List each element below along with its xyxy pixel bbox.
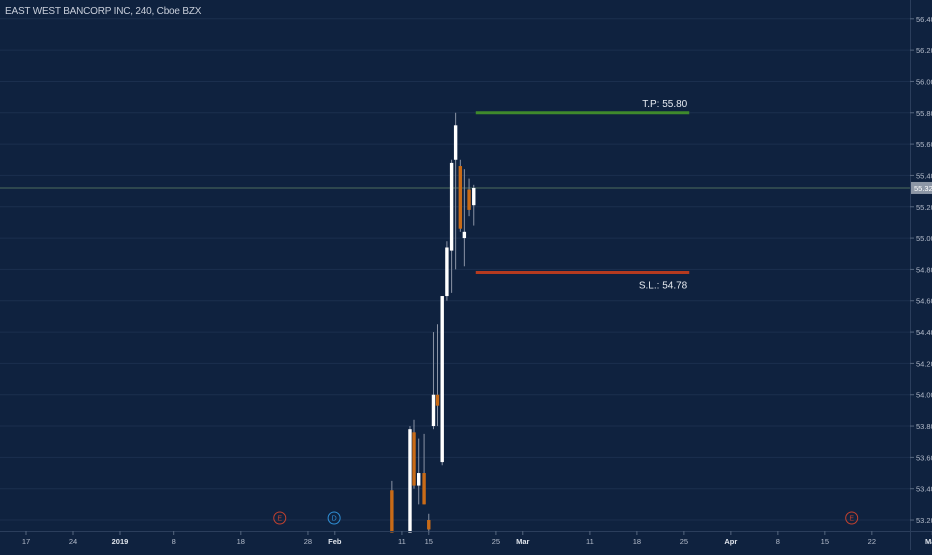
candle-body-up (417, 473, 421, 486)
time-tick-label: 18 (237, 537, 245, 546)
time-tick-label: 2019 (112, 537, 129, 546)
price-tick-label: 54.40 (916, 328, 932, 337)
candle-body-down (427, 520, 431, 530)
price-tick-label: 54.80 (916, 265, 932, 274)
price-tick-label: 56.40 (916, 15, 932, 24)
event-marker-circle (273, 511, 287, 525)
candle-body-down (422, 473, 426, 505)
price-tick-label: 53.20 (916, 516, 932, 525)
candle-body-down (412, 432, 416, 486)
event-marker-letter: D (332, 516, 337, 523)
time-tick-label: 15 (821, 537, 829, 546)
time-tick-label: 8 (172, 537, 176, 546)
event-marker-letter: E (849, 516, 854, 523)
time-tick-label: 22 (868, 537, 876, 546)
time-tick-label: 17 (22, 537, 30, 546)
take-profit-label: T.P: 55.80 (642, 99, 687, 110)
price-tick-label: 54.00 (916, 391, 932, 400)
candle-body-up (449, 162, 454, 251)
price-tick-label: 55.80 (916, 109, 932, 118)
price-tick-label: 56.00 (916, 77, 932, 86)
time-tick-label: 24 (69, 537, 77, 546)
price-tick-label: 55.60 (916, 140, 932, 149)
time-tick-label: 11 (586, 537, 594, 546)
price-tick-label: 54.20 (916, 359, 932, 368)
candle-body-down (467, 189, 471, 210)
time-tick-label: Mar (516, 537, 529, 546)
price-tick-label: 53.40 (916, 485, 932, 494)
time-tick-label: May (925, 537, 932, 546)
time-tick-label: 28 (304, 537, 312, 546)
time-tick-label: 18 (633, 537, 641, 546)
time-tick-label: 25 (492, 537, 500, 546)
time-tick-label: 8 (776, 537, 780, 546)
time-tick-label: Feb (328, 537, 342, 546)
price-tick-label: 55.20 (916, 203, 932, 212)
candle-body-up (462, 231, 467, 239)
price-tick-label: 56.20 (916, 46, 932, 55)
time-tick-label: 25 (680, 537, 688, 546)
price-tick-label: 54.60 (916, 297, 932, 306)
stop-loss-label: S.L.: 54.78 (639, 281, 688, 292)
candle-body-down (390, 490, 394, 533)
candle-body-up (440, 296, 444, 463)
candle-body-up (472, 187, 476, 206)
price-tick-label: 55.00 (916, 234, 932, 243)
price-axis-panel (910, 0, 932, 550)
trade-levels-layer: T.P: 55.80 S.L.: 54.78 (0, 99, 910, 292)
time-tick-label: 15 (425, 537, 433, 546)
chart-title: EAST WEST BANCORP INC, 240, Cboe BZX (5, 6, 202, 17)
price-tick-label: 53.60 (916, 453, 932, 462)
event-marker-circle (845, 511, 859, 525)
time-axis-layer: 17 24 2019 8 18 28 Feb 11 15 25 Mar 11 18 25 Apr 8 15 22 M… (0, 531, 932, 546)
candle-body-up (408, 429, 412, 533)
event-marker-letter: E (277, 516, 282, 523)
time-tick-label: 11 (398, 537, 406, 546)
candles-layer (390, 112, 476, 533)
time-tick-label: Apr (724, 537, 737, 546)
candle-body-down (435, 394, 440, 406)
candle-body-down (458, 166, 463, 229)
event-marker-circle (327, 511, 341, 525)
last-price-tag (911, 181, 932, 194)
candle-body-up (445, 247, 449, 297)
price-axis-layer: 53.20 53.40 53.60 53.80 54.00 54.20 54.40 54.60… (910, 0, 932, 550)
price-tick-label: 53.80 (916, 422, 932, 431)
last-price-label: 55.32 (914, 184, 932, 193)
candle-body-up (431, 394, 436, 427)
price-tick-label: 55.40 (916, 171, 932, 180)
candle-body-up (453, 125, 458, 160)
grid-layer (0, 18, 910, 521)
